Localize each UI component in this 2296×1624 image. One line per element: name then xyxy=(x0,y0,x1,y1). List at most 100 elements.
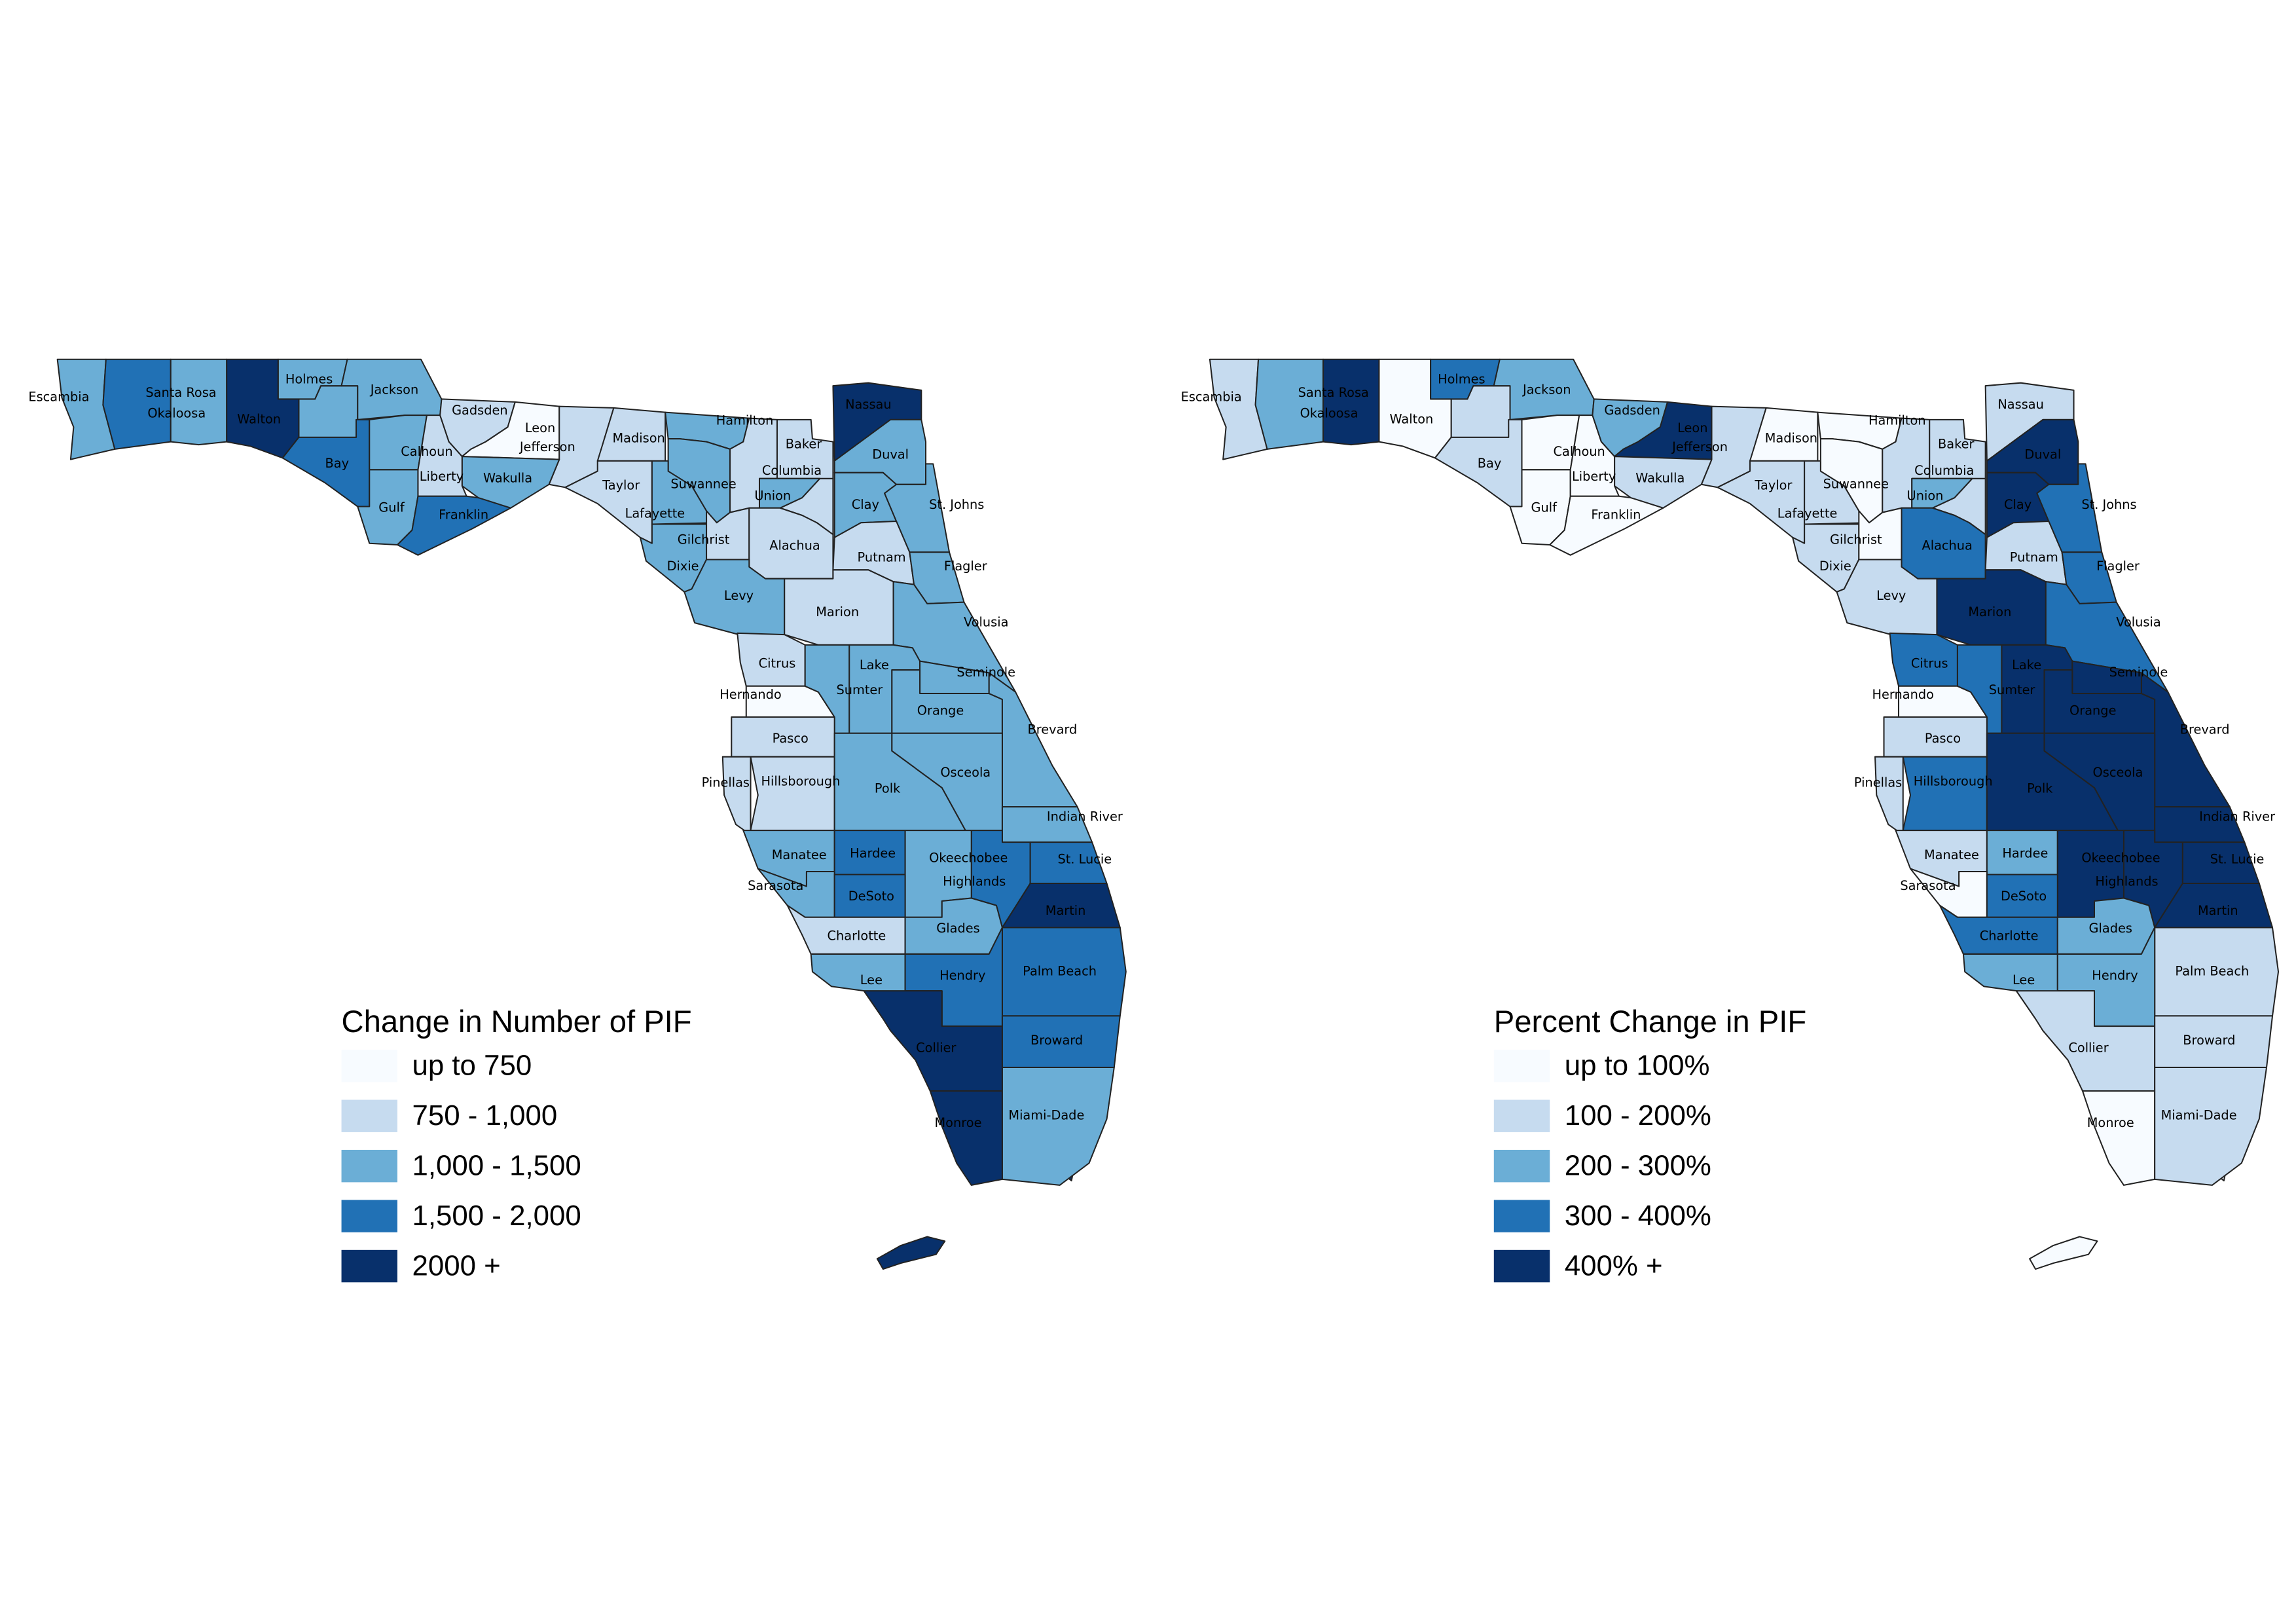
county-calhoun xyxy=(369,415,428,471)
county-label-brevard: Brevard xyxy=(2180,722,2230,737)
county-label-osceola: Osceola xyxy=(940,765,991,780)
county-label-orange: Orange xyxy=(917,703,964,718)
county-label-duval: Duval xyxy=(2024,447,2061,462)
county-label-marion: Marion xyxy=(816,604,859,619)
county-label-hamilton: Hamilton xyxy=(716,413,774,428)
legend-label: 1,000 - 1,500 xyxy=(412,1149,581,1181)
legend-label: 200 - 300% xyxy=(1565,1149,1711,1181)
county-label-escambia: Escambia xyxy=(28,390,89,405)
county-label-holmes: Holmes xyxy=(1438,372,1485,387)
county-label-gadsden: Gadsden xyxy=(1604,403,1660,418)
legend-swatch xyxy=(1493,1200,1550,1232)
county-label-flagler: Flagler xyxy=(944,559,987,574)
county-label-charlotte: Charlotte xyxy=(1980,928,2039,943)
county-label-wakulla: Wakulla xyxy=(1635,470,1685,485)
map-percent-change: Escambia Santa Rosa Okaloosa Walton Holmes Ja… xyxy=(1181,358,2280,1283)
county-label-jefferson: Jefferson xyxy=(1671,439,1728,454)
county-label-liberty: Liberty xyxy=(1572,469,1616,484)
county-label-pinellas: Pinellas xyxy=(1854,775,1902,790)
county-shapes xyxy=(56,358,1127,1270)
legend-label: 1,500 - 2,000 xyxy=(412,1200,581,1232)
county-label-hardee: Hardee xyxy=(2002,846,2048,861)
legend-title: Change in Number of PIF xyxy=(342,1005,692,1039)
county-label-sumter: Sumter xyxy=(836,682,883,697)
legend-swatch xyxy=(341,1249,397,1283)
county-label-lake: Lake xyxy=(2012,657,2041,673)
county-label-orange: Orange xyxy=(2069,703,2116,718)
county-label-franklin: Franklin xyxy=(1591,507,1641,523)
legend: Change in Number of PIF up to 750 750 - 1,… xyxy=(341,1005,692,1283)
county-label-monroe: Monroe xyxy=(934,1115,981,1130)
county-label-taylor: Taylor xyxy=(602,478,640,493)
county-label-broward: Broward xyxy=(1030,1033,1083,1048)
county-label-gadsden: Gadsden xyxy=(452,403,508,418)
county-label-gulf: Gulf xyxy=(1531,500,1558,515)
county-label-highlands: Highlands xyxy=(943,874,1006,889)
county-union xyxy=(758,477,821,509)
county-label-pasco: Pasco xyxy=(773,731,809,746)
county-santa-rosa xyxy=(102,358,172,450)
county-label-madison: Madison xyxy=(613,431,665,446)
county-okaloosa xyxy=(170,358,228,446)
county-label-lafayette: Lafayette xyxy=(1777,506,1838,521)
legend: Percent Change in PIF up to 100% 100 - 200… xyxy=(1493,1005,1806,1283)
county-label-jackson: Jackson xyxy=(1522,382,1571,397)
county-label-st-lucie: St. Lucie xyxy=(1057,852,1112,867)
county-label-walton: Walton xyxy=(237,411,281,426)
map-change-in-number: Escambia Santa Rosa Okaloosa Walton Holmes Ja… xyxy=(28,358,1127,1283)
legend-label: up to 750 xyxy=(412,1050,532,1082)
county-label-putnam: Putnam xyxy=(858,550,906,565)
county-label-desoto: DeSoto xyxy=(2001,889,2047,904)
county-label-lafayette: Lafayette xyxy=(625,506,685,521)
county-label-columbia: Columbia xyxy=(762,463,822,478)
legend-label: 750 - 1,000 xyxy=(412,1099,557,1132)
county-label-madison: Madison xyxy=(1765,431,1817,446)
county-label-suwannee: Suwannee xyxy=(1823,476,1889,491)
county-label-dixie: Dixie xyxy=(667,559,699,574)
legend-swatch xyxy=(341,1099,397,1132)
county-label-sarasota: Sarasota xyxy=(748,878,803,893)
county-label-martin: Martin xyxy=(2198,903,2238,918)
county-label-palm-beach: Palm Beach xyxy=(1023,963,1097,978)
county-label-okaloosa: Okaloosa xyxy=(1300,405,1358,420)
county-label-citrus: Citrus xyxy=(759,656,796,671)
county-label-st-johns: St. Johns xyxy=(929,497,984,512)
county-label-volusia: Volusia xyxy=(964,615,1008,630)
county-label-highlands: Highlands xyxy=(2095,874,2158,889)
county-label-union: Union xyxy=(754,488,791,503)
county-label-miami-dade: Miami-Dade xyxy=(1008,1108,1084,1123)
legend-swatch xyxy=(341,1149,397,1183)
county-label-calhoun: Calhoun xyxy=(401,444,452,459)
county-shapes xyxy=(1209,358,2280,1270)
county-label-union: Union xyxy=(1907,488,1944,503)
county-label-alachua: Alachua xyxy=(1922,538,1972,553)
county-label-hillsborough: Hillsborough xyxy=(1914,773,1993,788)
county-label-okeechobee: Okeechobee xyxy=(2081,850,2160,865)
county-label-polk: Polk xyxy=(875,781,901,796)
county-label-clay: Clay xyxy=(852,497,879,512)
county-label-indian-river: Indian River xyxy=(2199,809,2275,824)
county-label-leon: Leon xyxy=(1677,420,1707,435)
county-label-hardee: Hardee xyxy=(850,846,896,861)
county-label-hamilton: Hamilton xyxy=(1868,413,1926,428)
county-label-jefferson: Jefferson xyxy=(519,439,575,454)
county-label-hernando: Hernando xyxy=(1872,687,1934,702)
legend-swatch xyxy=(1493,1249,1550,1283)
legend-swatch xyxy=(341,1050,397,1082)
legend-swatch xyxy=(341,1200,397,1232)
county-wakulla xyxy=(461,456,560,509)
legend-label: 400% + xyxy=(1565,1249,1663,1282)
county-label-nassau: Nassau xyxy=(845,397,892,412)
county-wakulla xyxy=(1614,456,1713,509)
county-okaloosa xyxy=(1322,358,1380,446)
county-label-flagler: Flagler xyxy=(2096,559,2140,574)
county-label-franklin: Franklin xyxy=(439,507,488,523)
county-label-duval: Duval xyxy=(872,447,909,462)
county-label-broward: Broward xyxy=(2183,1033,2235,1048)
legend-label: 2000 + xyxy=(412,1249,500,1282)
county-label-seminole: Seminole xyxy=(2109,665,2168,680)
county-label-gilchrist: Gilchrist xyxy=(1830,532,1882,547)
county-label-clay: Clay xyxy=(2004,497,2032,512)
county-label-polk: Polk xyxy=(2027,781,2053,796)
county-label-hendry: Hendry xyxy=(939,968,985,983)
